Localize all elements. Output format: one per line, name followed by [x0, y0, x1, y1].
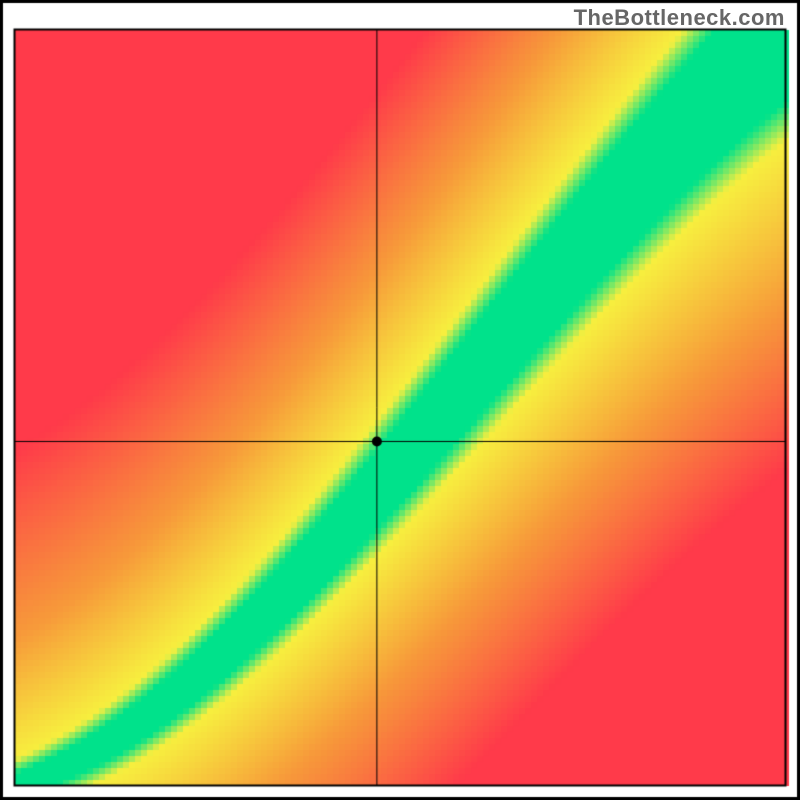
chart-container: { "attribution": "TheBottleneck.com", "c…: [0, 0, 800, 800]
bottleneck-heatmap: [0, 0, 800, 800]
attribution-text: TheBottleneck.com: [574, 5, 785, 31]
